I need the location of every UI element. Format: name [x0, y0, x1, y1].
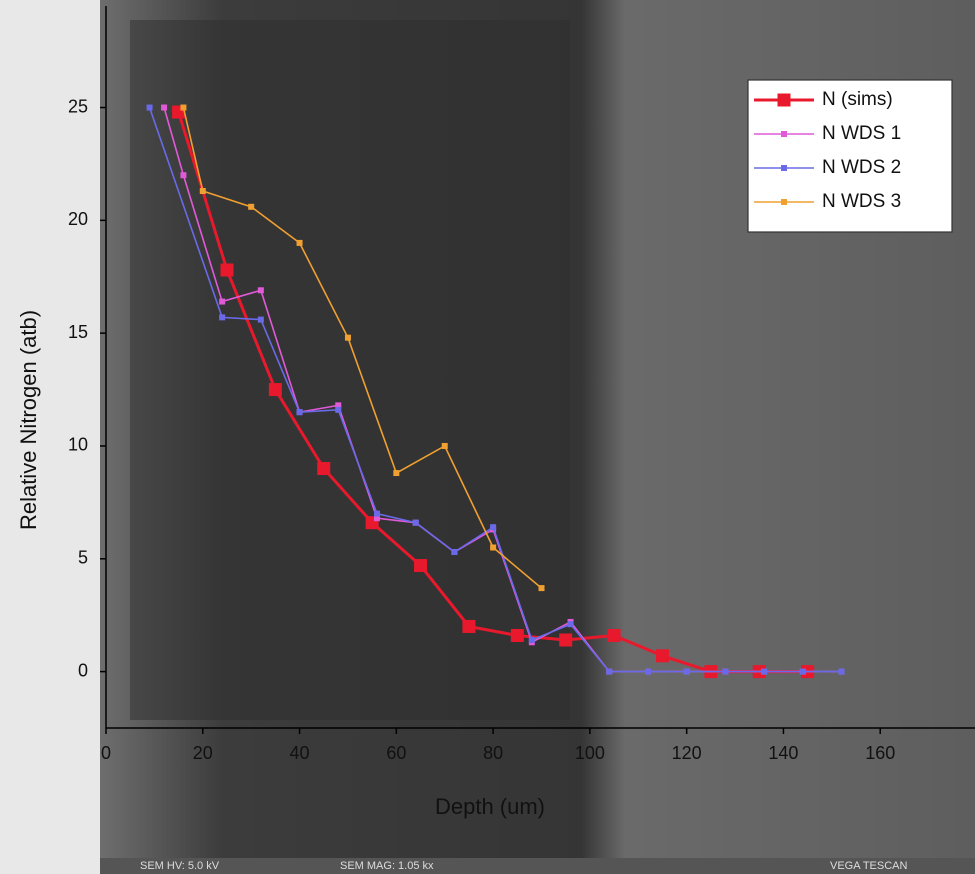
footer-text: SEM MAG: 1.05 kx [340, 860, 434, 872]
data-point [219, 298, 226, 305]
legend-marker [781, 199, 787, 205]
data-point [722, 668, 729, 675]
data-point [296, 409, 303, 416]
legend-marker [781, 131, 787, 137]
data-point [268, 383, 282, 397]
data-point [296, 239, 303, 246]
data-point [219, 314, 226, 321]
legend-label: N WDS 2 [822, 157, 901, 178]
x-tick-label: 40 [290, 743, 310, 763]
data-point [335, 406, 342, 413]
x-tick-label: 0 [101, 743, 111, 763]
x-tick-label: 140 [768, 743, 798, 763]
data-point [462, 619, 476, 633]
data-point [799, 668, 806, 675]
data-point [606, 668, 613, 675]
data-point [414, 559, 428, 573]
x-tick-label: 60 [386, 743, 406, 763]
data-point [257, 316, 264, 323]
data-point [683, 668, 690, 675]
y-tick-label: 15 [68, 322, 88, 342]
data-point [538, 585, 545, 592]
data-point [180, 104, 187, 111]
y-tick-label: 20 [68, 209, 88, 229]
legend-label: N (sims) [822, 89, 893, 110]
data-point [510, 628, 524, 642]
data-point [373, 510, 380, 517]
x-tick-label: 120 [672, 743, 702, 763]
data-point [412, 519, 419, 526]
series-line [148, 107, 842, 673]
data-point [644, 668, 651, 675]
data-point [528, 637, 535, 644]
y-tick-label: 0 [78, 660, 88, 680]
series-line [177, 111, 808, 674]
footer-bar [100, 858, 975, 874]
data-point [655, 649, 669, 663]
data-point [490, 524, 497, 531]
x-axis-title: Depth (um) [435, 794, 545, 819]
data-point [344, 334, 351, 341]
data-point [220, 263, 234, 277]
data-point [441, 442, 448, 449]
data-point [180, 172, 187, 179]
data-point [761, 668, 768, 675]
data-point [393, 470, 400, 477]
legend-marker [781, 165, 787, 171]
data-point [373, 515, 380, 522]
data-point [567, 621, 574, 628]
data-point [257, 287, 264, 294]
data-point [838, 668, 845, 675]
y-tick-label: 25 [68, 96, 88, 116]
legend-label: N WDS 3 [822, 191, 901, 212]
data-point [317, 462, 331, 476]
data-point [451, 549, 458, 556]
data-point [490, 544, 497, 551]
legend-label: N WDS 1 [822, 123, 901, 144]
x-tick-label: 20 [193, 743, 213, 763]
x-tick-label: 160 [865, 743, 895, 763]
legend-marker [777, 93, 791, 107]
data-point [335, 402, 342, 409]
data-point [607, 628, 621, 642]
data-point [559, 633, 573, 647]
y-tick-label: 5 [78, 548, 88, 568]
data-point [161, 104, 168, 111]
y-tick-label: 10 [68, 435, 88, 455]
footer-text: SEM HV: 5.0 kV [140, 860, 220, 872]
footer-text: VEGA TESCAN [830, 860, 907, 872]
sem-region [130, 20, 570, 720]
y-axis-title: Relative Nitrogen (atb) [16, 310, 41, 530]
data-point [146, 104, 153, 111]
x-tick-label: 100 [575, 743, 605, 763]
x-tick-label: 80 [483, 743, 503, 763]
data-point [248, 203, 255, 210]
data-point [199, 188, 206, 195]
